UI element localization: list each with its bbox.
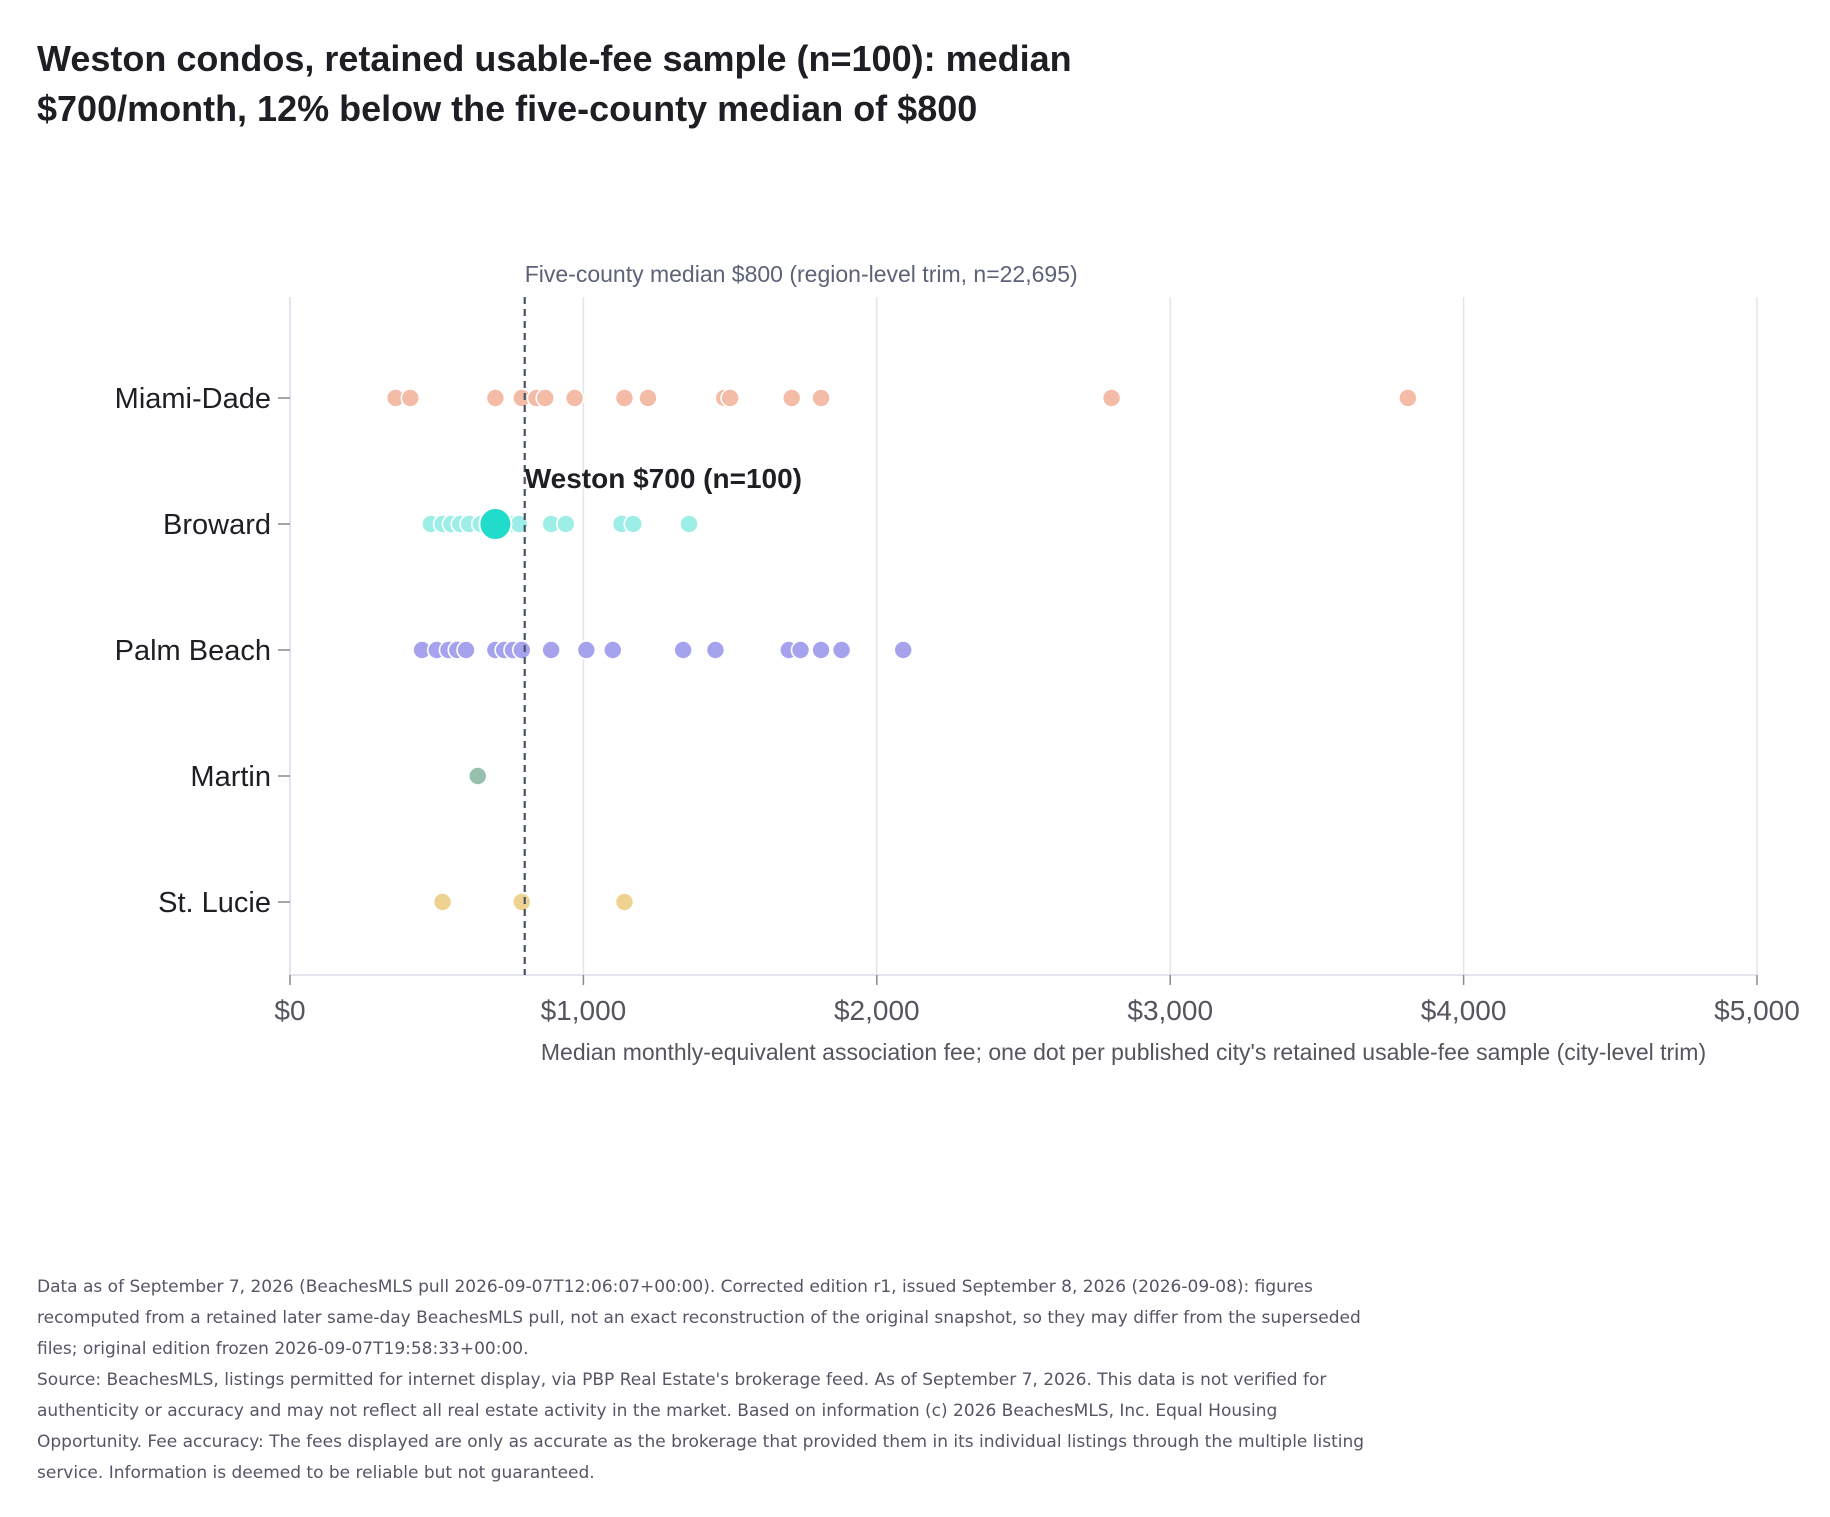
city-dot [623,514,644,534]
dot-plot-chart: $0 $1,000 $2,000 $3,000 $4,000 $5,000 Miami-Da… [115,261,1800,1065]
city-dot [511,640,532,660]
city-dot [576,640,597,660]
y-tick-label: Broward [163,509,271,541]
city-dot [614,388,635,408]
five-county-median-label: Five-county median $800 (region-level tr… [525,261,1078,287]
source-note: Source: BeachesMLS, listings permitted f… [37,1370,1365,1483]
weston-highlight-dot [478,507,513,541]
city-dot [811,388,831,408]
city-dot [555,514,576,534]
y-tick-label: Martin [190,761,271,793]
chart-title-line-1: Weston condos, retained usable-fee sampl… [37,38,1072,79]
x-tick-label: $1,000 [541,995,627,1026]
city-dot [705,640,726,660]
city-dot [781,388,802,408]
x-tick-label: $5,000 [1714,995,1800,1026]
y-tick-label: Miami-Dade [115,383,271,415]
city-dot [673,640,693,660]
city-dot [614,892,635,912]
footnotes: Data as of September 7, 2026 (BeachesMLS… [37,1272,1367,1489]
axis-ticks: $0 $1,000 $2,000 $3,000 $4,000 $5,000 Miami-Da… [115,383,1800,1026]
city-dot [564,388,585,408]
city-dot [602,640,623,660]
y-tick-label: St. Lucie [158,887,271,919]
x-axis-label: Median monthly-equivalent association fe… [541,1039,1706,1065]
city-dot [1398,388,1418,408]
city-dot [811,640,831,660]
city-dot [400,388,421,408]
grid-lines [582,297,1758,975]
city-dot [831,640,852,660]
chart-title: Weston condos, retained usable-fee sampl… [37,34,1337,134]
city-dot [720,388,740,408]
city-dots [385,388,1418,912]
y-tick-label: Palm Beach [115,635,271,667]
city-dot [535,388,556,408]
city-dot [790,640,811,660]
city-dot [432,892,453,912]
data-note: Data as of September 7, 2026 (BeachesMLS… [37,1277,1361,1359]
city-dot [638,388,658,408]
city-dot [1101,388,1122,408]
city-dot [541,640,561,660]
weston-highlight-label: Weston $700 (n=100) [525,463,802,494]
chart-title-line-2: $700/month, 12% below the five-county me… [37,88,978,129]
x-tick-label: $4,000 [1421,995,1507,1026]
x-tick-label: $3,000 [1127,995,1213,1026]
city-dot [467,766,488,786]
x-tick-label: $0 [274,995,305,1026]
city-dot [456,640,476,660]
x-tick-label: $2,000 [834,995,920,1026]
city-dot [485,388,506,408]
city-dot [511,892,532,912]
city-dot [679,514,699,534]
city-dot [893,640,914,660]
